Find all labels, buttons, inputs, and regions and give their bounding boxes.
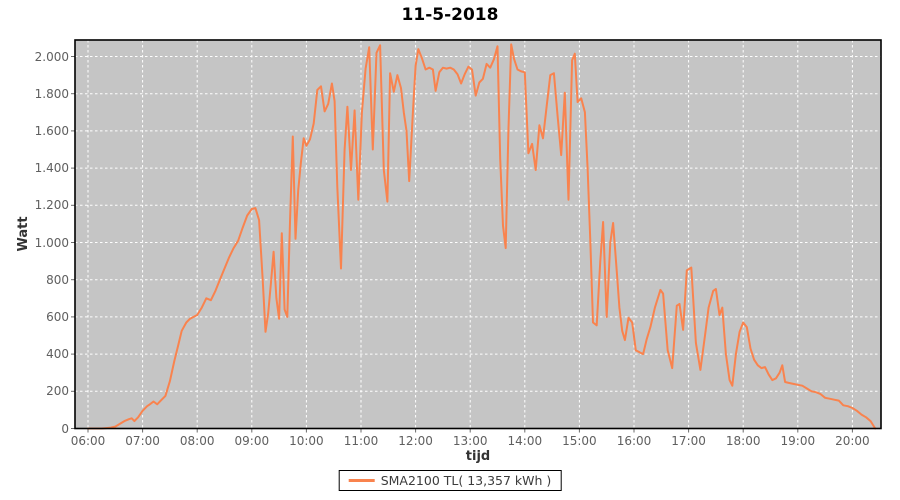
x-tick-label: 14:00: [507, 434, 543, 448]
legend-line-swatch: [348, 479, 375, 482]
y-tick-label: 1.400: [34, 161, 69, 176]
y-tick-label: 200: [46, 384, 69, 399]
x-tick-label: 17:00: [671, 434, 706, 448]
x-tick-label: 06:00: [70, 434, 106, 448]
y-tick-label: 600: [46, 309, 69, 324]
y-tick-label: 1.200: [34, 198, 69, 213]
y-tick-label: 1.600: [34, 123, 69, 138]
x-tick-label: 09:00: [234, 434, 270, 448]
legend-series-label: SMA2100 TL( 13,357 kWh ): [380, 473, 552, 488]
x-tick-label: 08:00: [179, 434, 215, 448]
y-tick-label: 800: [46, 272, 69, 287]
chart-title: 11-5-2018: [401, 5, 499, 25]
y-tick-label: 2.000: [34, 49, 69, 64]
x-tick-label: 15:00: [562, 434, 597, 448]
y-tick-label: 1.000: [34, 235, 69, 250]
y-tick-label: 0: [61, 421, 69, 436]
x-tick-label: 20:00: [835, 434, 870, 448]
x-tick-label: 07:00: [125, 434, 160, 448]
x-tick-label: 19:00: [780, 434, 816, 448]
y-tick-label: 1.800: [34, 86, 69, 101]
x-tick-label: 10:00: [289, 434, 324, 448]
x-tick-label: 13:00: [452, 434, 488, 448]
x-axis-title: tijd: [465, 449, 491, 464]
x-tick-label: 11:00: [343, 434, 379, 448]
x-tick-label: 12:00: [398, 434, 433, 448]
x-tick-label: 18:00: [725, 434, 761, 448]
legend: SMA2100 TL( 13,357 kWh ): [338, 470, 562, 491]
x-tick-label: 16:00: [616, 434, 652, 448]
y-tick-label: 400: [46, 347, 69, 362]
